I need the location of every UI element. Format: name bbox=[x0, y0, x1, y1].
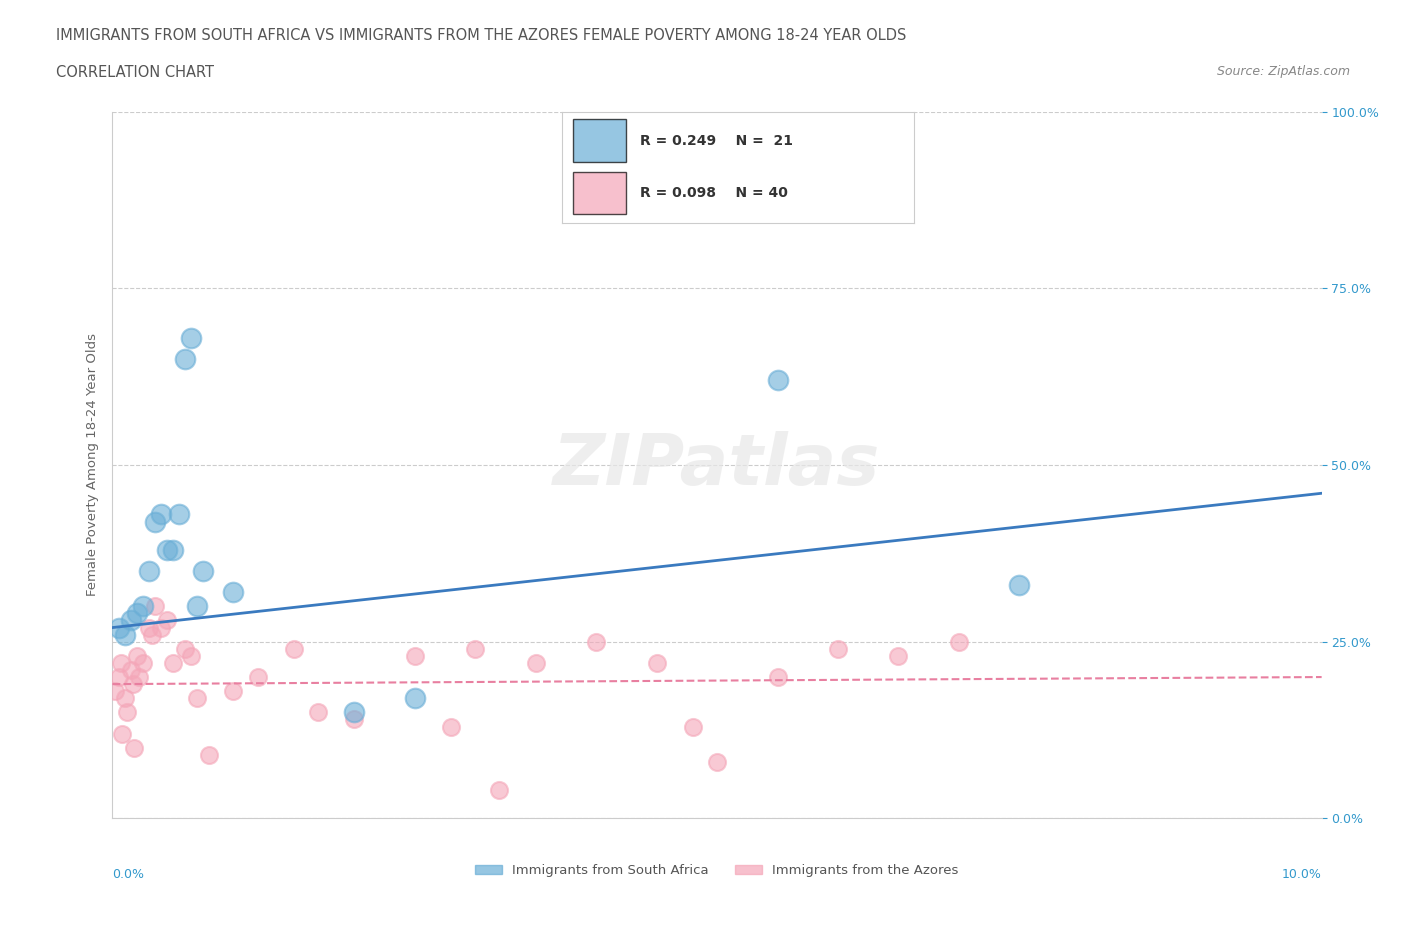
Point bbox=[246, 670, 269, 684]
Point bbox=[343, 712, 366, 727]
Point bbox=[143, 514, 166, 529]
Point bbox=[162, 542, 184, 557]
Point bbox=[128, 670, 150, 684]
Point bbox=[1008, 578, 1031, 592]
Point bbox=[104, 684, 127, 698]
Point bbox=[167, 507, 190, 522]
Point bbox=[464, 642, 486, 657]
Point bbox=[122, 740, 145, 755]
FancyBboxPatch shape bbox=[574, 172, 626, 214]
Point bbox=[114, 627, 136, 642]
Point bbox=[114, 691, 136, 706]
Point bbox=[887, 648, 910, 663]
Point bbox=[404, 648, 426, 663]
Point bbox=[948, 634, 970, 649]
Point bbox=[404, 691, 426, 706]
Point bbox=[440, 719, 463, 734]
Legend: Immigrants from South Africa, Immigrants from the Azores: Immigrants from South Africa, Immigrants… bbox=[470, 859, 965, 883]
Point bbox=[222, 585, 245, 600]
Y-axis label: Female Poverty Among 18-24 Year Olds: Female Poverty Among 18-24 Year Olds bbox=[86, 334, 98, 596]
Point bbox=[766, 670, 789, 684]
Point bbox=[120, 613, 142, 628]
Point bbox=[156, 613, 179, 628]
Text: R = 0.098    N = 40: R = 0.098 N = 40 bbox=[640, 186, 787, 200]
Point bbox=[186, 599, 208, 614]
Text: 0.0%: 0.0% bbox=[112, 868, 145, 881]
Point bbox=[132, 656, 155, 671]
Text: Source: ZipAtlas.com: Source: ZipAtlas.com bbox=[1216, 65, 1350, 78]
Point bbox=[143, 599, 166, 614]
Point bbox=[524, 656, 547, 671]
Point bbox=[283, 642, 305, 657]
Point bbox=[120, 662, 142, 677]
Point bbox=[682, 719, 704, 734]
Text: ZIPatlas: ZIPatlas bbox=[554, 431, 880, 499]
Text: CORRELATION CHART: CORRELATION CHART bbox=[56, 65, 214, 80]
Point bbox=[191, 564, 215, 578]
Text: R = 0.249    N =  21: R = 0.249 N = 21 bbox=[640, 134, 793, 148]
Point bbox=[307, 705, 329, 720]
Point bbox=[585, 634, 607, 649]
Point bbox=[149, 507, 172, 522]
Point bbox=[149, 620, 172, 635]
Point bbox=[138, 564, 160, 578]
Point bbox=[132, 599, 155, 614]
Point bbox=[180, 648, 202, 663]
FancyBboxPatch shape bbox=[574, 119, 626, 162]
Point bbox=[198, 748, 221, 763]
Point bbox=[645, 175, 668, 190]
Point bbox=[141, 627, 163, 642]
Point bbox=[488, 783, 510, 798]
Text: IMMIGRANTS FROM SOUTH AFRICA VS IMMIGRANTS FROM THE AZORES FEMALE POVERTY AMONG : IMMIGRANTS FROM SOUTH AFRICA VS IMMIGRAN… bbox=[56, 28, 907, 43]
Point bbox=[107, 670, 129, 684]
Point bbox=[766, 373, 789, 388]
Point bbox=[343, 705, 366, 720]
Point bbox=[156, 542, 179, 557]
Text: 10.0%: 10.0% bbox=[1282, 868, 1322, 881]
Point bbox=[122, 677, 145, 692]
Point bbox=[111, 726, 134, 741]
Point bbox=[180, 330, 202, 345]
Point bbox=[107, 620, 129, 635]
Point bbox=[174, 642, 197, 657]
Point bbox=[645, 656, 668, 671]
Point bbox=[162, 656, 184, 671]
Point bbox=[827, 642, 849, 657]
Point bbox=[222, 684, 245, 698]
Point bbox=[115, 705, 138, 720]
Point bbox=[706, 754, 728, 769]
Point bbox=[186, 691, 208, 706]
Point bbox=[125, 606, 148, 621]
Point bbox=[174, 352, 197, 366]
Point bbox=[138, 620, 160, 635]
Point bbox=[110, 656, 132, 671]
Point bbox=[125, 648, 148, 663]
